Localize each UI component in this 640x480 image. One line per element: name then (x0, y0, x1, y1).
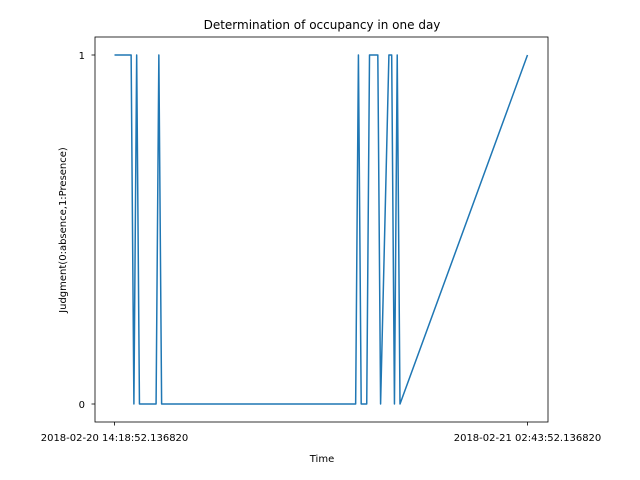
plot-area (114, 54, 529, 405)
x-axis-label: Time (309, 454, 334, 465)
y-tick-label: 1 (79, 51, 85, 62)
axes-frame (94, 36, 549, 423)
y-axis-label: Judgment(0:absence,1:Presence) (58, 147, 69, 314)
chart-title: Determination of occupancy in one day (204, 18, 441, 32)
occupancy-series-line (114, 54, 529, 405)
x-tick-label: 2018-02-21 02:43:52.136820 (454, 433, 602, 444)
y-tick-label: 0 (79, 400, 85, 411)
x-tick-label: 2018-02-20 14:18:52.136820 (41, 433, 189, 444)
x-axis-ticks: 2018-02-20 14:18:52.136820 2018-02-21 02:… (41, 422, 602, 444)
y-axis-ticks: 01 (79, 51, 95, 411)
